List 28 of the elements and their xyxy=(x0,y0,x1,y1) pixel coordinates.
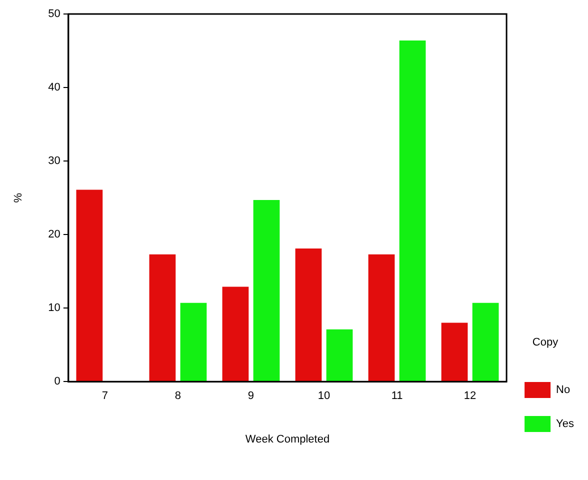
x-tick-label: 10 xyxy=(318,390,330,402)
bar xyxy=(368,254,395,382)
x-tick-label: 11 xyxy=(391,390,403,402)
y-tick-label: 0 xyxy=(54,376,60,388)
legend-label: Yes xyxy=(556,418,574,430)
legend-title: Copy xyxy=(532,336,559,348)
bar xyxy=(149,254,176,382)
y-axis-title: % xyxy=(12,192,25,203)
bar xyxy=(326,329,353,382)
y-tick-label: 30 xyxy=(48,155,60,168)
legend-label: No xyxy=(556,384,570,396)
y-tick-label: 50 xyxy=(48,8,60,20)
bar xyxy=(76,190,103,382)
x-axis-title: Week Completed xyxy=(245,433,330,446)
bar xyxy=(399,40,426,382)
x-tick-label: 12 xyxy=(464,390,476,402)
y-tick-label: 40 xyxy=(48,82,60,94)
y-tick-label: 10 xyxy=(48,302,60,314)
bar xyxy=(180,302,207,382)
bar xyxy=(441,322,468,382)
x-tick-label: 9 xyxy=(248,390,254,402)
y-tick-label: 20 xyxy=(48,228,60,241)
bar xyxy=(253,200,280,382)
bar xyxy=(222,286,249,382)
x-tick-label: 7 xyxy=(102,390,108,402)
bar xyxy=(472,302,499,382)
bar xyxy=(295,248,322,382)
x-tick-label: 8 xyxy=(174,390,182,402)
